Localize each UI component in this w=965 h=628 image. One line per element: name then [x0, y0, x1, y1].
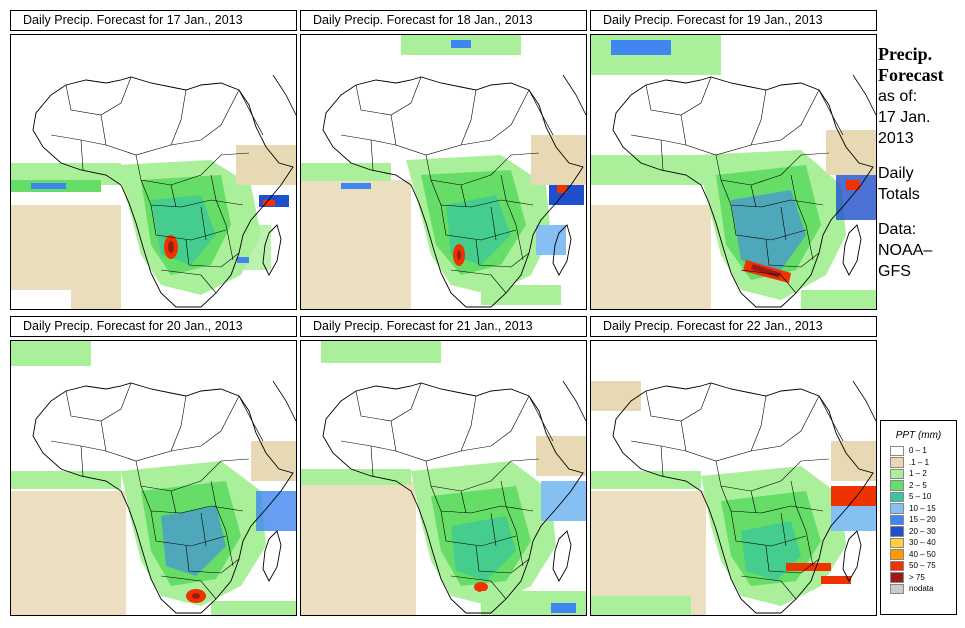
legend-item: 50 – 75: [881, 560, 956, 572]
panel-title: Daily Precip. Forecast for 22 Jan., 2013: [590, 316, 877, 337]
data-line2: NOAA–: [878, 242, 933, 259]
forecast-panel-17-jan: Daily Precip. Forecast for 17 Jan., 2013: [10, 10, 299, 310]
legend-item: 15 – 20: [881, 514, 956, 526]
legend-swatch: [890, 526, 904, 537]
legend-item: .1 – 1: [881, 457, 956, 469]
forecast-panel-22-jan: Daily Precip. Forecast for 22 Jan., 2013: [590, 316, 879, 616]
precip-map: [590, 340, 877, 616]
legend-label: 2 – 5: [909, 480, 927, 490]
legend-swatch: [890, 549, 904, 560]
legend-swatch: [890, 457, 904, 468]
forecast-panel-19-jan: Daily Precip. Forecast for 19 Jan., 2013: [590, 10, 879, 310]
legend-item: 10 – 15: [881, 503, 956, 515]
precip-map: [10, 340, 297, 616]
forecast-info: Precip. Forecast as of: 17 Jan. 2013 Dai…: [878, 44, 964, 282]
legend-swatch: [890, 572, 904, 583]
panel-title: Daily Precip. Forecast for 19 Jan., 2013: [590, 10, 877, 31]
legend-item: 40 – 50: [881, 549, 956, 561]
heading-line2: Forecast: [878, 65, 944, 85]
legend-label: nodata: [909, 584, 934, 594]
totals-line2: Totals: [878, 186, 920, 203]
legend-swatch: [890, 491, 904, 502]
panel-title: Daily Precip. Forecast for 20 Jan., 2013: [10, 316, 297, 337]
legend-label: 20 – 30: [909, 526, 936, 536]
panel-title: Daily Precip. Forecast for 21 Jan., 2013: [300, 316, 587, 337]
legend-item: 1 – 2: [881, 468, 956, 480]
legend-label: 0 – 1: [909, 446, 927, 456]
legend-item: 0 – 1: [881, 445, 956, 457]
legend-swatch: [890, 445, 904, 456]
legend-label: 40 – 50: [909, 549, 936, 559]
legend-item: 20 – 30: [881, 526, 956, 538]
legend-item: > 75: [881, 572, 956, 584]
legend-item: 30 – 40: [881, 537, 956, 549]
legend-swatch: [890, 537, 904, 548]
totals-line1: Daily: [878, 165, 914, 182]
asof-line3: 2013: [878, 130, 914, 147]
precip-map: [300, 34, 587, 310]
forecast-panel-21-jan: Daily Precip. Forecast for 21 Jan., 2013: [300, 316, 589, 616]
heading-line1: Precip.: [878, 44, 933, 64]
data-line1: Data:: [878, 221, 917, 238]
legend-swatch: [890, 514, 904, 525]
legend-swatch: [890, 583, 904, 594]
legend-swatch: [890, 503, 904, 514]
legend-label: .1 – 1: [909, 457, 930, 467]
precip-map: [300, 340, 587, 616]
forecast-panel-20-jan: Daily Precip. Forecast for 20 Jan., 2013: [10, 316, 299, 616]
legend-title: PPT (mm): [895, 430, 942, 441]
legend-item: 2 – 5: [881, 480, 956, 492]
legend-label: 30 – 40: [909, 538, 936, 548]
precip-map: [590, 34, 877, 310]
asof-line2: 17 Jan.: [878, 109, 931, 126]
legend-swatch: [890, 480, 904, 491]
legend-swatch: [890, 468, 904, 479]
panel-title: Daily Precip. Forecast for 17 Jan., 2013: [10, 10, 297, 31]
legend-label: 15 – 20: [909, 515, 936, 525]
legend-label: > 75: [909, 572, 925, 582]
legend-label: 5 – 10: [909, 492, 932, 502]
data-line3: GFS: [878, 263, 911, 280]
legend-swatch: [890, 560, 904, 571]
legend-label: 50 – 75: [909, 561, 936, 571]
panel-title: Daily Precip. Forecast for 18 Jan., 2013: [300, 10, 587, 31]
legend-label: 1 – 2: [909, 469, 927, 479]
precip-map: [10, 34, 297, 310]
legend-item: 5 – 10: [881, 491, 956, 503]
legend-item: nodata: [881, 583, 956, 595]
asof-line1: as of:: [878, 88, 918, 105]
legend-label: 10 – 15: [909, 503, 936, 513]
forecast-panel-18-jan: Daily Precip. Forecast for 18 Jan., 2013: [300, 10, 589, 310]
